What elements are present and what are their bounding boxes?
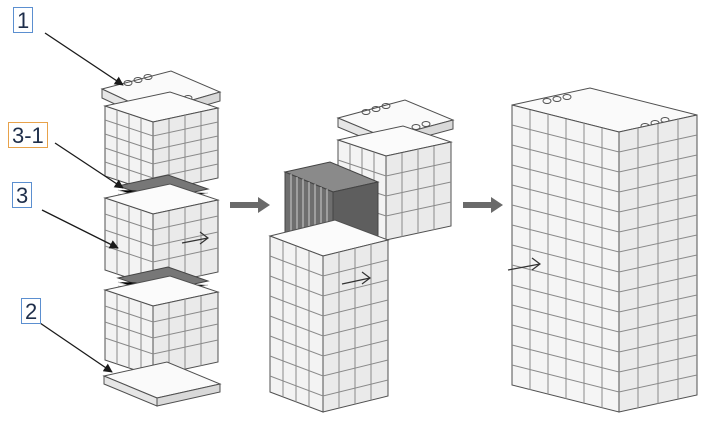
arrow-right-icon [463, 197, 503, 213]
bottom-plate [102, 361, 222, 407]
partial-lower-frame [268, 219, 390, 413]
middle-frame [103, 183, 220, 287]
label-part-1: 1 [13, 7, 34, 33]
exploded-view [100, 70, 222, 407]
leader-arrows [39, 32, 124, 373]
arrow-right-icon [230, 197, 270, 213]
label-part-3: 3 [12, 182, 33, 208]
lower-frame [103, 275, 220, 377]
label-part-3-1: 3-1 [8, 122, 48, 148]
upper-frame [103, 91, 220, 193]
label-part-2: 2 [21, 298, 42, 324]
full-assembly [507, 87, 698, 413]
partial-assembly [268, 99, 455, 413]
